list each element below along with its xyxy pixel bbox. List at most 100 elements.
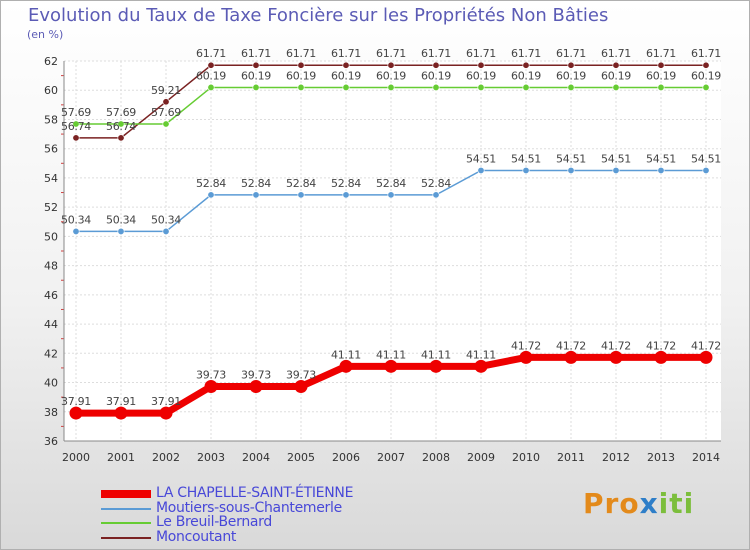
- data-label: 61.71: [646, 47, 676, 60]
- data-label: 50.34: [151, 213, 181, 226]
- x-tick-label: 2014: [692, 451, 720, 464]
- data-label: 54.51: [646, 152, 676, 165]
- data-point: [252, 191, 260, 199]
- x-tick-label: 2008: [422, 451, 450, 464]
- data-label: 54.51: [511, 152, 541, 165]
- data-label: 52.84: [331, 177, 361, 190]
- x-tick-label: 2000: [62, 451, 90, 464]
- data-point: [342, 83, 350, 91]
- data-label: 50.34: [61, 213, 91, 226]
- data-label: 39.73: [241, 368, 271, 381]
- data-point: [114, 406, 128, 420]
- data-point: [432, 61, 440, 69]
- data-point: [477, 166, 485, 174]
- y-tick-label: 48: [44, 260, 58, 273]
- data-label: 54.51: [601, 152, 631, 165]
- data-label: 54.51: [556, 152, 586, 165]
- data-point: [249, 379, 263, 393]
- logo-letter: o: [619, 487, 640, 520]
- data-label: 61.71: [196, 47, 226, 60]
- data-point: [432, 83, 440, 91]
- data-point: [297, 191, 305, 199]
- data-label: 61.71: [601, 47, 631, 60]
- data-label: 60.19: [196, 69, 226, 82]
- y-tick-label: 50: [44, 230, 58, 243]
- data-point: [162, 227, 170, 235]
- data-label: 61.71: [241, 47, 271, 60]
- logo-letter: t: [669, 487, 684, 520]
- data-label: 56.74: [106, 120, 136, 133]
- x-tick-label: 2013: [647, 451, 675, 464]
- data-point: [297, 61, 305, 69]
- data-point: [564, 350, 578, 364]
- data-point: [432, 191, 440, 199]
- data-point: [702, 166, 710, 174]
- y-tick-label: 52: [44, 201, 58, 214]
- data-point: [657, 166, 665, 174]
- data-point: [252, 83, 260, 91]
- y-tick-label: 46: [44, 289, 58, 302]
- data-label: 37.91: [61, 395, 91, 408]
- series-3: [72, 61, 710, 142]
- data-point: [207, 191, 215, 199]
- data-point: [612, 61, 620, 69]
- data-label: 57.69: [151, 106, 181, 119]
- data-label: 60.19: [286, 69, 316, 82]
- series-2: [72, 83, 710, 128]
- legend-swatch: [101, 522, 151, 524]
- data-label: 41.72: [556, 339, 586, 352]
- series-1: [72, 166, 710, 235]
- data-label: 52.84: [376, 177, 406, 190]
- data-point: [384, 359, 398, 373]
- data-label: 61.71: [556, 47, 586, 60]
- data-label: 60.19: [691, 69, 721, 82]
- data-point: [294, 379, 308, 393]
- data-label: 61.71: [376, 47, 406, 60]
- data-label: 37.91: [151, 395, 181, 408]
- data-label: 60.19: [511, 69, 541, 82]
- y-tick-label: 36: [44, 435, 58, 448]
- data-label: 60.19: [601, 69, 631, 82]
- data-label: 41.72: [511, 339, 541, 352]
- plot-area: [64, 61, 721, 441]
- y-tick-label: 42: [44, 347, 58, 360]
- data-label: 61.71: [421, 47, 451, 60]
- data-point: [429, 359, 443, 373]
- data-label: 60.19: [376, 69, 406, 82]
- data-label: 60.19: [331, 69, 361, 82]
- data-label: 41.72: [601, 339, 631, 352]
- data-point: [387, 61, 395, 69]
- legend-swatch: [101, 507, 151, 510]
- data-point: [612, 83, 620, 91]
- data-label: 61.71: [511, 47, 541, 60]
- data-point: [612, 166, 620, 174]
- data-label: 59.21: [151, 84, 181, 97]
- data-label: 61.71: [286, 47, 316, 60]
- legend-swatch: [101, 490, 151, 498]
- legend-label: Le Breuil-Bernard: [156, 514, 272, 530]
- chart-title: Evolution du Taux de Taxe Foncière sur l…: [28, 5, 609, 26]
- legend-label: Moncoutant: [156, 528, 237, 545]
- data-label: 54.51: [691, 152, 721, 165]
- data-label: 41.11: [466, 348, 496, 361]
- legend-label: Moutiers-sous-Chantemerle: [156, 499, 342, 516]
- data-label: 60.19: [466, 69, 496, 82]
- data-point: [567, 83, 575, 91]
- data-point: [654, 350, 668, 364]
- data-point: [474, 359, 488, 373]
- data-label: 41.11: [331, 348, 361, 361]
- data-point: [342, 61, 350, 69]
- data-label: 41.72: [691, 339, 721, 352]
- data-label: 57.69: [61, 106, 91, 119]
- logo-letter: i: [658, 487, 670, 520]
- series-0: [69, 350, 713, 420]
- data-point: [204, 379, 218, 393]
- x-tick-label: 2003: [197, 451, 225, 464]
- data-point: [702, 83, 710, 91]
- data-point: [117, 134, 125, 142]
- data-label: 37.91: [106, 395, 136, 408]
- data-point: [522, 83, 530, 91]
- x-tick-label: 2005: [287, 451, 315, 464]
